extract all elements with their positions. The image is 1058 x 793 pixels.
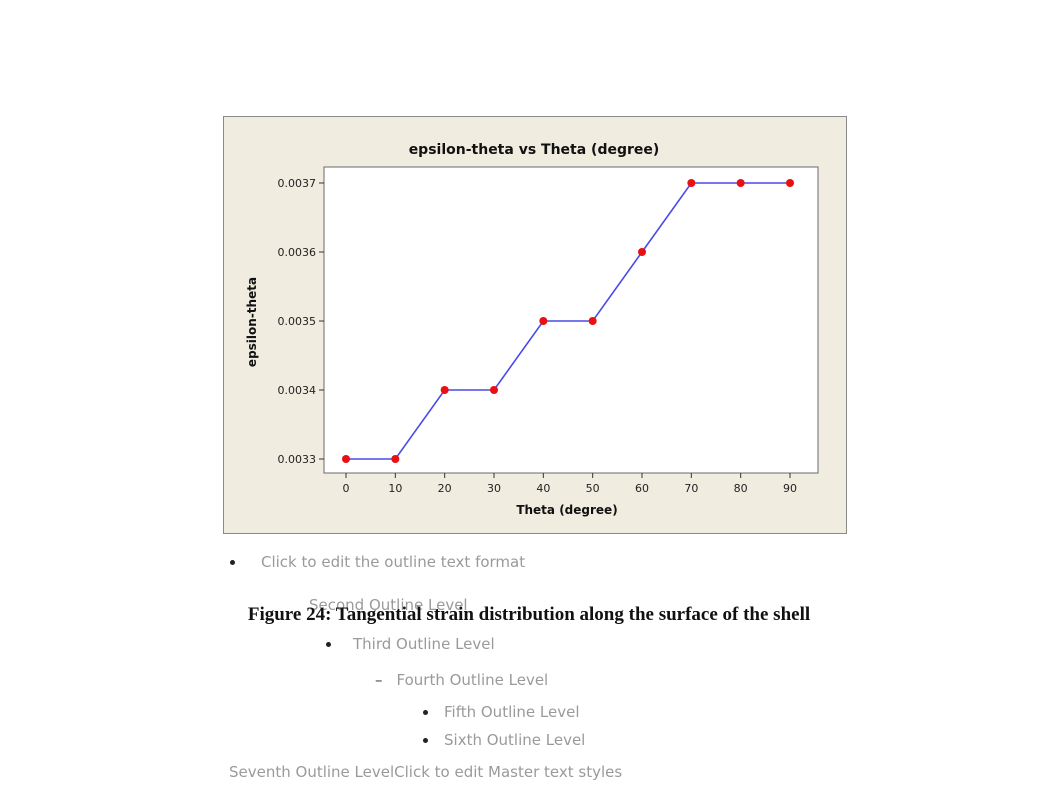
data-point — [490, 386, 498, 394]
outline-level-6: Sixth Outline Level — [423, 731, 585, 749]
plot-area — [323, 166, 819, 474]
data-point — [588, 317, 597, 325]
x-tick-label: 10 — [388, 482, 402, 495]
outline-level-7: Seventh Outline LevelClick to edit Maste… — [229, 763, 622, 781]
outline-level-2: Second Outline Level — [309, 596, 468, 614]
x-tick-label: 20 — [438, 482, 452, 495]
x-tick-label: 0 — [343, 482, 350, 495]
data-point — [440, 386, 449, 394]
bullet-icon — [326, 642, 331, 647]
bullet-icon — [423, 738, 428, 743]
y-tick-label: 0.0035 — [278, 315, 317, 328]
outline-level-7-text: Seventh Outline LevelClick to edit Maste… — [229, 763, 623, 781]
x-tick-label: 30 — [487, 482, 501, 495]
x-axis-label: Theta (degree) — [516, 503, 617, 517]
data-point — [786, 179, 794, 187]
y-tick-label: 0.0034 — [278, 384, 317, 397]
chart-frame: epsilon-theta vs Theta (degree) epsilon-… — [223, 116, 847, 534]
outline-level-1-text: Click to edit the outline text format — [261, 553, 526, 571]
data-point — [736, 179, 745, 187]
outline-level-1: Click to edit the outline text format — [230, 553, 525, 571]
x-tick-label: 70 — [684, 482, 698, 495]
outline-level-6-text: Sixth Outline Level — [444, 731, 586, 749]
x-tick-label: 90 — [783, 482, 797, 495]
y-tick-label: 0.0037 — [278, 177, 317, 190]
x-tick-label: 40 — [536, 482, 550, 495]
y-tick-label: 0.0036 — [278, 246, 317, 259]
outline-level-2-text: Second Outline Level — [309, 596, 468, 614]
dash-icon: – — [375, 671, 383, 689]
y-tick-label: 0.0033 — [278, 453, 317, 466]
outline-level-3: Third Outline Level — [326, 635, 495, 653]
data-point — [687, 179, 696, 187]
x-tick-label: 60 — [635, 482, 649, 495]
data-point — [539, 317, 548, 325]
bullet-icon — [230, 560, 235, 565]
outline-level-5-text: Fifth Outline Level — [444, 703, 580, 721]
x-tick-label: 50 — [586, 482, 600, 495]
outline-level-4-text: Fourth Outline Level — [396, 671, 549, 689]
outline-level-5: Fifth Outline Level — [423, 703, 580, 721]
y-axis-label: epsilon-theta — [245, 277, 259, 367]
data-point — [638, 248, 646, 256]
chart-title: epsilon-theta vs Theta (degree) — [409, 142, 660, 158]
data-point — [391, 455, 400, 463]
chart-marks: 0 10 20 30 40 50 60 70 80 90 0.0033 0.0034 0.0035 0.0… — [278, 177, 798, 495]
bullet-icon — [423, 710, 428, 715]
outline-level-3-text: Third Outline Level — [353, 635, 495, 653]
figure-caption: Figure 24: Tangential strain distributio… — [247, 604, 811, 625]
outline-level-4: – Fourth Outline Level — [375, 671, 548, 689]
series-line — [346, 182, 790, 460]
x-tick-label: 80 — [734, 482, 748, 495]
data-point — [342, 455, 350, 463]
line-chart: epsilon-theta vs Theta (degree) epsilon-… — [245, 142, 819, 517]
